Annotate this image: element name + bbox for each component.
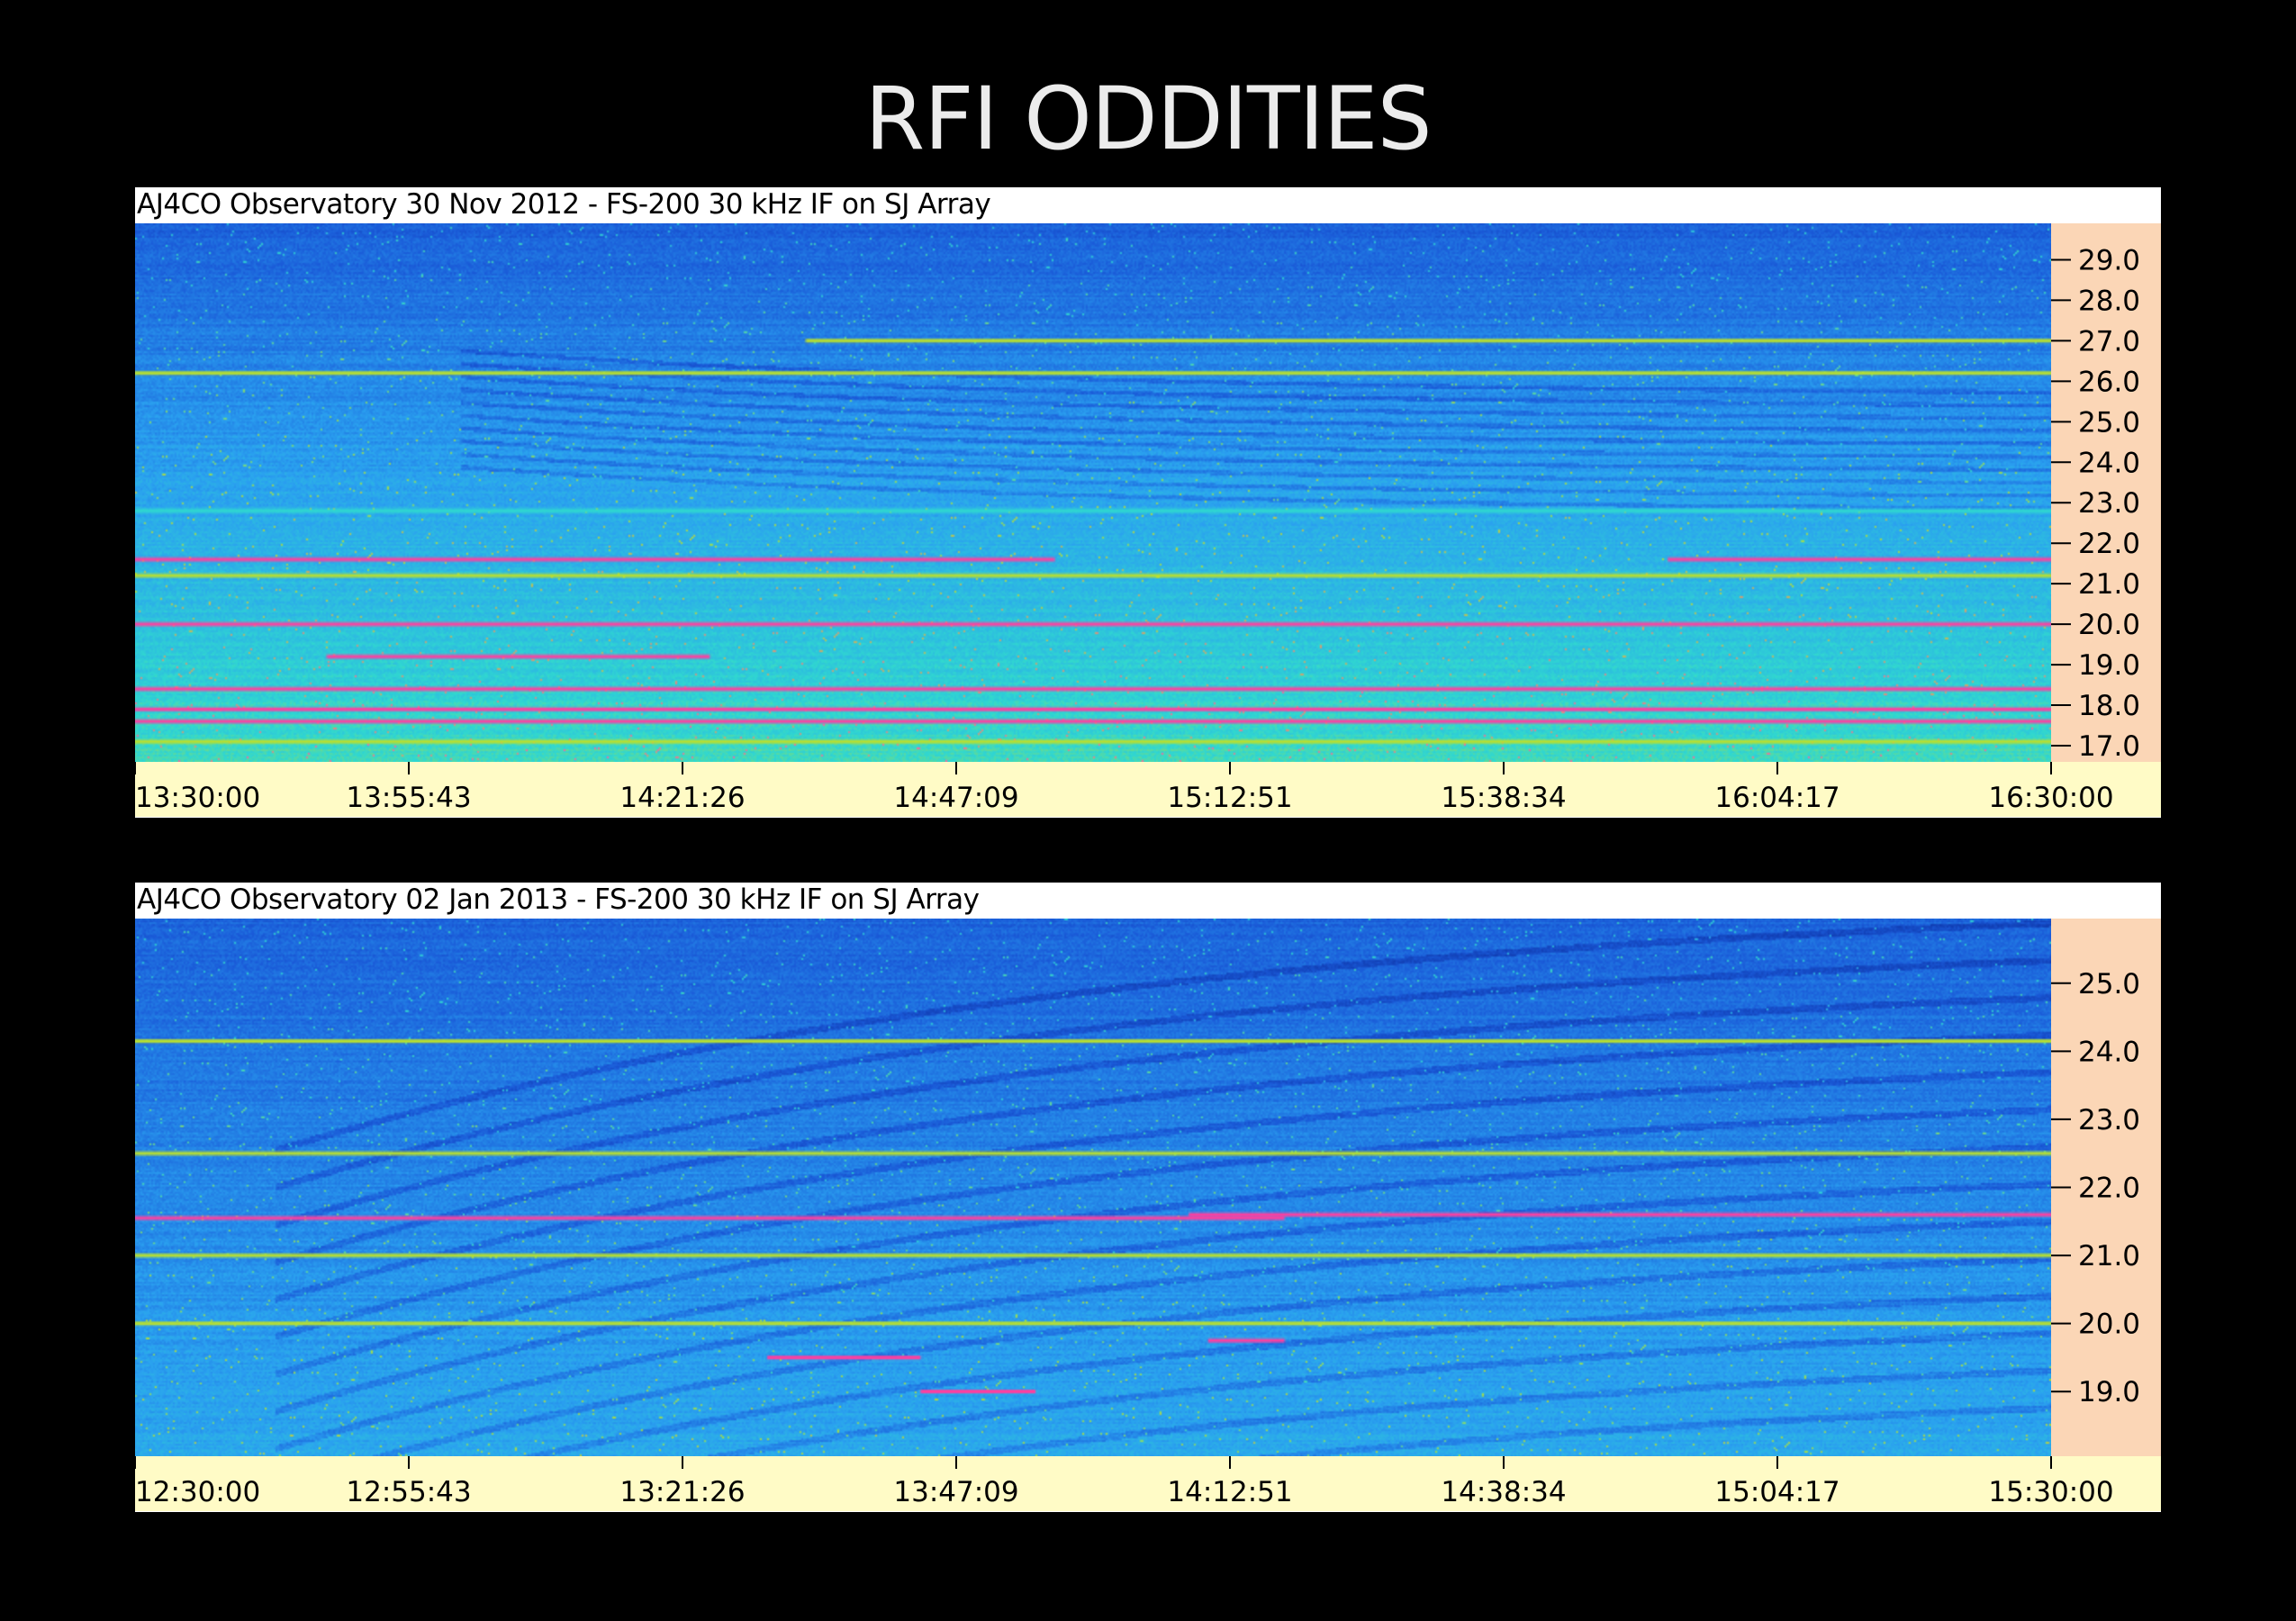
y-tick-label: 24.0 bbox=[2078, 1036, 2140, 1068]
x-tick-label: 14:38:34 bbox=[1441, 1476, 1566, 1508]
spectrogram-image bbox=[135, 223, 2051, 762]
spectrogram-image bbox=[135, 919, 2051, 1456]
y-tick-label: 22.0 bbox=[2078, 1173, 2140, 1205]
spectrogram-panel-2: AJ4CO Observatory 02 Jan 2013 - FS-200 3… bbox=[134, 883, 2161, 1512]
y-tick-label: 25.0 bbox=[2078, 406, 2140, 439]
spectrogram-plot bbox=[135, 223, 2051, 762]
y-tick-label: 26.0 bbox=[2078, 366, 2140, 398]
y-axis-ticks: 25.0 24.0 23.0 22.0 21.0 20.0 19.0 bbox=[2051, 968, 2140, 1408]
y-tick-label: 29.0 bbox=[2078, 244, 2140, 276]
y-tick-label: 21.0 bbox=[2078, 1240, 2140, 1272]
x-tick-label: 15:38:34 bbox=[1441, 782, 1566, 814]
x-tick-label: 15:12:51 bbox=[1167, 782, 1292, 814]
x-axis: 13:30:00 13:55:43 14:21:26 14:47:09 15:12:51… bbox=[134, 762, 2161, 817]
y-axis-ticks: 29.0 28.0 27.0 26.0 25.0 24.0 23.0 22.0 21.0 20.0… bbox=[2051, 244, 2140, 763]
x-tick-label: 16:30:00 bbox=[1988, 782, 2113, 814]
y-tick-label: 20.0 bbox=[2078, 1309, 2140, 1341]
spectrogram-panel-1: AJ4CO Observatory 30 Nov 2012 - FS-200 3… bbox=[134, 187, 2161, 818]
y-tick-label: 23.0 bbox=[2078, 487, 2140, 520]
x-tick-label: 14:12:51 bbox=[1167, 1476, 1292, 1508]
y-tick-label: 20.0 bbox=[2078, 609, 2140, 641]
x-tick-label: 12:55:43 bbox=[346, 1476, 471, 1508]
x-tick-label: 15:04:17 bbox=[1714, 1476, 1840, 1508]
y-tick-label: 18.0 bbox=[2078, 690, 2140, 722]
x-axis-ticks: 13:30:00 13:55:43 14:21:26 14:47:09 15:12:51… bbox=[134, 762, 2114, 814]
y-tick-label: 23.0 bbox=[2078, 1104, 2140, 1137]
x-tick-label: 13:30:00 bbox=[135, 782, 260, 814]
x-axis-ticks: 12:30:00 12:55:43 13:21:26 13:47:09 14:12:51… bbox=[134, 1456, 2114, 1508]
x-tick-label: 16:04:17 bbox=[1714, 782, 1840, 814]
panel-title: AJ4CO Observatory 30 Nov 2012 - FS-200 3… bbox=[137, 188, 991, 221]
y-tick-label: 19.0 bbox=[2078, 1376, 2140, 1408]
x-tick-label: 12:30:00 bbox=[135, 1476, 260, 1508]
x-tick-label: 13:47:09 bbox=[893, 1476, 1018, 1508]
x-axis: 12:30:00 12:55:43 13:21:26 13:47:09 14:12:51… bbox=[134, 1456, 2161, 1511]
y-axis: 25.0 24.0 23.0 22.0 21.0 20.0 19.0 bbox=[2051, 919, 2161, 1456]
y-tick-label: 27.0 bbox=[2078, 325, 2140, 358]
y-axis: 29.0 28.0 27.0 26.0 25.0 24.0 23.0 22.0 21.0 20.0… bbox=[2051, 223, 2161, 763]
x-tick-label: 15:30:00 bbox=[1988, 1476, 2113, 1508]
x-tick-label: 13:55:43 bbox=[346, 782, 471, 814]
x-tick-label: 14:21:26 bbox=[619, 782, 745, 814]
y-tick-label: 17.0 bbox=[2078, 730, 2140, 763]
x-tick-label: 14:47:09 bbox=[893, 782, 1018, 814]
y-tick-label: 28.0 bbox=[2078, 285, 2140, 317]
y-tick-label: 21.0 bbox=[2078, 568, 2140, 601]
y-tick-label: 19.0 bbox=[2078, 649, 2140, 682]
y-tick-label: 22.0 bbox=[2078, 528, 2140, 560]
page-title: RFI ODDITIES bbox=[864, 68, 1432, 169]
panel-title: AJ4CO Observatory 02 Jan 2013 - FS-200 3… bbox=[137, 883, 980, 916]
x-tick-label: 13:21:26 bbox=[619, 1476, 745, 1508]
spectrogram-plot bbox=[135, 919, 2051, 1456]
y-tick-label: 25.0 bbox=[2078, 968, 2140, 1001]
y-tick-label: 24.0 bbox=[2078, 447, 2140, 479]
